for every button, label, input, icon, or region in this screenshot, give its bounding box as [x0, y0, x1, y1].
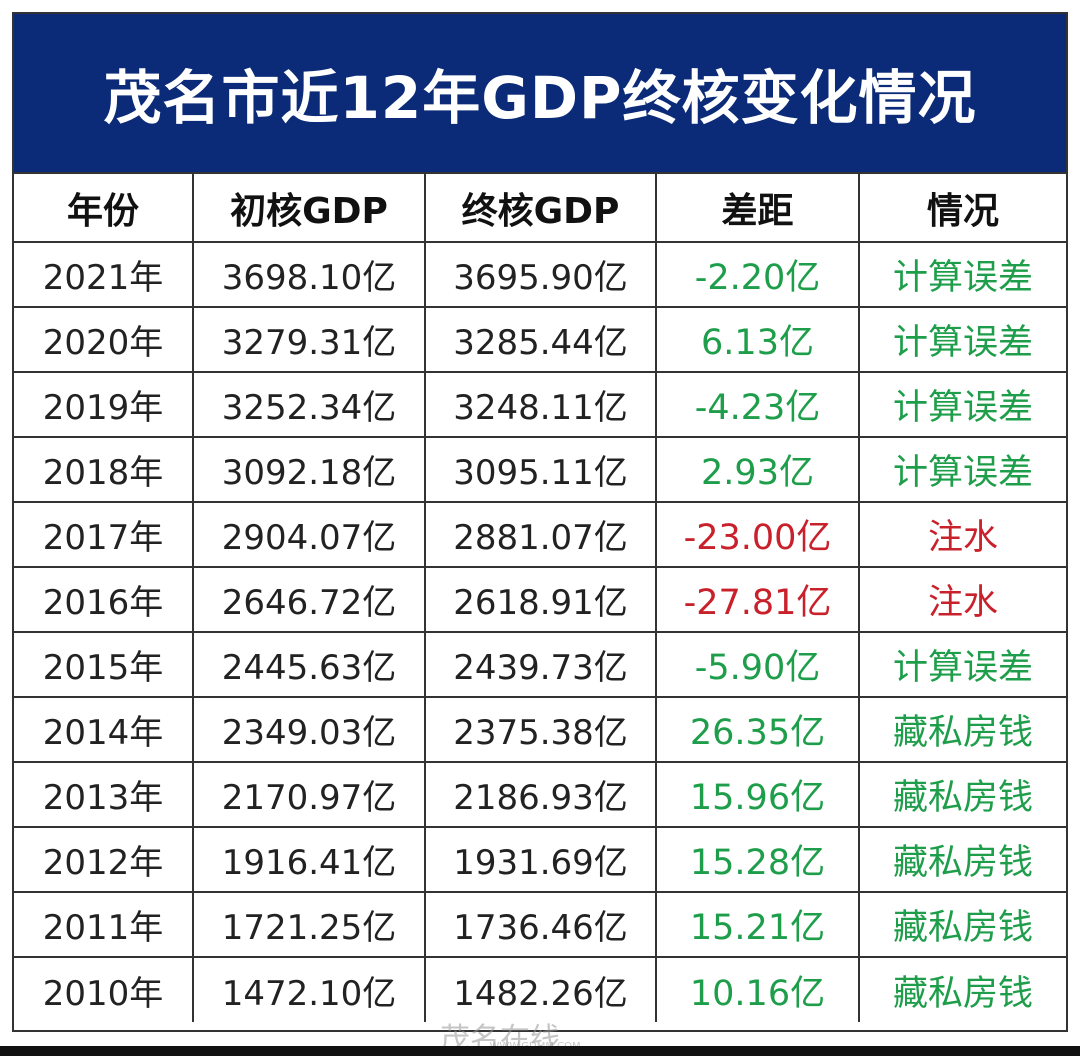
- cell-final-gdp: 3285.44亿: [424, 306, 657, 373]
- cell-final-gdp: 2618.91亿: [424, 566, 657, 633]
- cell-year: 2016年: [14, 566, 194, 633]
- cell-gap: 2.93亿: [655, 436, 860, 503]
- table-row: 2020年 3279.31亿 3285.44亿 6.13亿 计算误差: [14, 306, 1066, 373]
- cell-initial-gdp: 3252.34亿: [192, 371, 426, 438]
- cell-initial-gdp: 2170.97亿: [192, 761, 426, 828]
- table-row: 2011年 1721.25亿 1736.46亿 15.21亿 藏私房钱: [14, 891, 1066, 958]
- table-row: 2016年 2646.72亿 2618.91亿 -27.81亿 注水: [14, 566, 1066, 633]
- cell-final-gdp: 2439.73亿: [424, 631, 657, 698]
- cell-year: 2013年: [14, 761, 194, 828]
- cell-gap: 6.13亿: [655, 306, 860, 373]
- table-row: 2018年 3092.18亿 3095.11亿 2.93亿 计算误差: [14, 436, 1066, 503]
- cell-status: 计算误差: [858, 306, 1066, 373]
- header-initial-gdp: 初核GDP: [192, 174, 426, 243]
- cell-gap: 15.96亿: [655, 761, 860, 828]
- cell-status: 藏私房钱: [858, 696, 1066, 763]
- cell-status: 藏私房钱: [858, 826, 1066, 893]
- cell-gap: -4.23亿: [655, 371, 860, 438]
- cell-status: 计算误差: [858, 631, 1066, 698]
- cell-status: 藏私房钱: [858, 956, 1066, 1022]
- table-body: 2021年 3698.10亿 3695.90亿 -2.20亿 计算误差 2020年 3279…: [14, 241, 1066, 1022]
- cell-final-gdp: 2186.93亿: [424, 761, 657, 828]
- cell-final-gdp: 3095.11亿: [424, 436, 657, 503]
- cell-gap: 15.21亿: [655, 891, 860, 958]
- cell-status: 注水: [858, 501, 1066, 568]
- cell-year: 2017年: [14, 501, 194, 568]
- cell-gap: 15.28亿: [655, 826, 860, 893]
- header-status: 情况: [858, 174, 1066, 243]
- title-banner: 茂名市近12年GDP终核变化情况: [14, 14, 1066, 174]
- cell-initial-gdp: 3279.31亿: [192, 306, 426, 373]
- cell-final-gdp: 3248.11亿: [424, 371, 657, 438]
- page-title: 茂名市近12年GDP终核变化情况: [103, 64, 977, 132]
- table-row: 2010年 1472.10亿 1482.26亿 10.16亿 藏私房钱: [14, 956, 1066, 1022]
- cell-status: 计算误差: [858, 371, 1066, 438]
- table-row: 2017年 2904.07亿 2881.07亿 -23.00亿 注水: [14, 501, 1066, 568]
- cell-year: 2018年: [14, 436, 194, 503]
- table-row: 2012年 1916.41亿 1931.69亿 15.28亿 藏私房钱: [14, 826, 1066, 893]
- cell-year: 2019年: [14, 371, 194, 438]
- cell-final-gdp: 1482.26亿: [424, 956, 657, 1022]
- cell-initial-gdp: 1916.41亿: [192, 826, 426, 893]
- header-final-gdp: 终核GDP: [424, 174, 657, 243]
- cell-status: 藏私房钱: [858, 891, 1066, 958]
- cell-initial-gdp: 1721.25亿: [192, 891, 426, 958]
- cell-initial-gdp: 2349.03亿: [192, 696, 426, 763]
- cell-final-gdp: 2375.38亿: [424, 696, 657, 763]
- cell-initial-gdp: 2646.72亿: [192, 566, 426, 633]
- cell-gap: -23.00亿: [655, 501, 860, 568]
- gdp-table-card: 茂名市近12年GDP终核变化情况 年份 初核GDP 终核GDP 差距 情况 20…: [12, 12, 1068, 1032]
- cell-year: 2012年: [14, 826, 194, 893]
- cell-initial-gdp: 2445.63亿: [192, 631, 426, 698]
- cell-final-gdp: 1931.69亿: [424, 826, 657, 893]
- table-row: 2014年 2349.03亿 2375.38亿 26.35亿 藏私房钱: [14, 696, 1066, 763]
- cell-initial-gdp: 3698.10亿: [192, 241, 426, 308]
- cell-gap: 10.16亿: [655, 956, 860, 1022]
- cell-year: 2020年: [14, 306, 194, 373]
- cell-final-gdp: 2881.07亿: [424, 501, 657, 568]
- table-row: 2013年 2170.97亿 2186.93亿 15.96亿 藏私房钱: [14, 761, 1066, 828]
- cell-year: 2011年: [14, 891, 194, 958]
- cell-year: 2014年: [14, 696, 194, 763]
- cell-gap: -27.81亿: [655, 566, 860, 633]
- cell-gap: -5.90亿: [655, 631, 860, 698]
- bottom-edge: [0, 1046, 1080, 1056]
- header-year: 年份: [14, 174, 194, 243]
- cell-final-gdp: 1736.46亿: [424, 891, 657, 958]
- cell-initial-gdp: 2904.07亿: [192, 501, 426, 568]
- cell-status: 计算误差: [858, 436, 1066, 503]
- table-header-row: 年份 初核GDP 终核GDP 差距 情况: [14, 174, 1066, 243]
- cell-status: 计算误差: [858, 241, 1066, 308]
- table-row: 2015年 2445.63亿 2439.73亿 -5.90亿 计算误差: [14, 631, 1066, 698]
- cell-status: 藏私房钱: [858, 761, 1066, 828]
- cell-year: 2021年: [14, 241, 194, 308]
- cell-year: 2010年: [14, 956, 194, 1022]
- cell-gap: 26.35亿: [655, 696, 860, 763]
- cell-initial-gdp: 3092.18亿: [192, 436, 426, 503]
- cell-initial-gdp: 1472.10亿: [192, 956, 426, 1022]
- cell-status: 注水: [858, 566, 1066, 633]
- cell-final-gdp: 3695.90亿: [424, 241, 657, 308]
- header-gap: 差距: [655, 174, 860, 243]
- table-row: 2021年 3698.10亿 3695.90亿 -2.20亿 计算误差: [14, 241, 1066, 308]
- gdp-table: 年份 初核GDP 终核GDP 差距 情况 2021年 3698.10亿 3695.9…: [14, 174, 1066, 1022]
- table-row: 2019年 3252.34亿 3248.11亿 -4.23亿 计算误差: [14, 371, 1066, 438]
- cell-gap: -2.20亿: [655, 241, 860, 308]
- cell-year: 2015年: [14, 631, 194, 698]
